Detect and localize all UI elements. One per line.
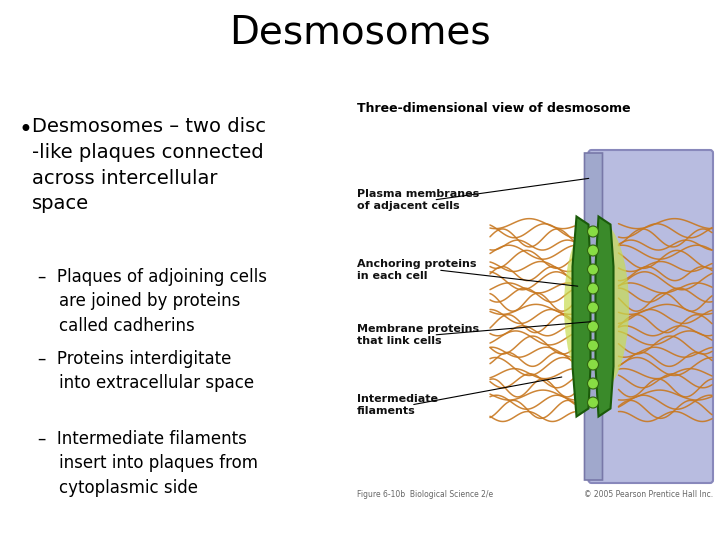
Text: Desmosomes: Desmosomes — [229, 13, 491, 51]
Text: –  Intermediate filaments
    insert into plaques from
    cytoplasmic side: – Intermediate filaments insert into pla… — [38, 430, 258, 497]
FancyBboxPatch shape — [588, 150, 713, 483]
Ellipse shape — [588, 245, 598, 256]
Text: –  Proteins interdigitate
    into extracellular space: – Proteins interdigitate into extracellu… — [38, 350, 254, 392]
Text: Three-dimensional view of desmosome: Three-dimensional view of desmosome — [357, 102, 631, 115]
Ellipse shape — [588, 321, 598, 332]
Ellipse shape — [588, 283, 598, 294]
Text: Anchoring proteins
in each cell: Anchoring proteins in each cell — [357, 259, 477, 281]
Polygon shape — [595, 217, 613, 416]
Ellipse shape — [588, 397, 598, 408]
Text: Intermediate
filaments: Intermediate filaments — [357, 394, 438, 416]
Text: Figure 6-10b  Biological Science 2/e: Figure 6-10b Biological Science 2/e — [357, 490, 493, 499]
Text: Membrane proteins
that link cells: Membrane proteins that link cells — [357, 324, 479, 346]
Ellipse shape — [588, 340, 598, 351]
Ellipse shape — [588, 302, 598, 313]
Text: Plasma membranes
of adjacent cells: Plasma membranes of adjacent cells — [357, 189, 480, 211]
Ellipse shape — [588, 226, 598, 237]
Ellipse shape — [588, 378, 598, 389]
Text: •: • — [18, 118, 32, 142]
Polygon shape — [572, 217, 590, 416]
Polygon shape — [582, 153, 603, 480]
Ellipse shape — [588, 264, 598, 275]
Ellipse shape — [588, 359, 598, 370]
Text: © 2005 Pearson Prentice Hall Inc.: © 2005 Pearson Prentice Hall Inc. — [584, 490, 713, 499]
Ellipse shape — [564, 219, 629, 394]
Text: Desmosomes – two disc
-like plaques connected
across intercellular
space: Desmosomes – two disc -like plaques conn… — [32, 117, 266, 213]
Text: –  Plaques of adjoining cells
    are joined by proteins
    called cadherins: – Plaques of adjoining cells are joined … — [38, 268, 267, 335]
